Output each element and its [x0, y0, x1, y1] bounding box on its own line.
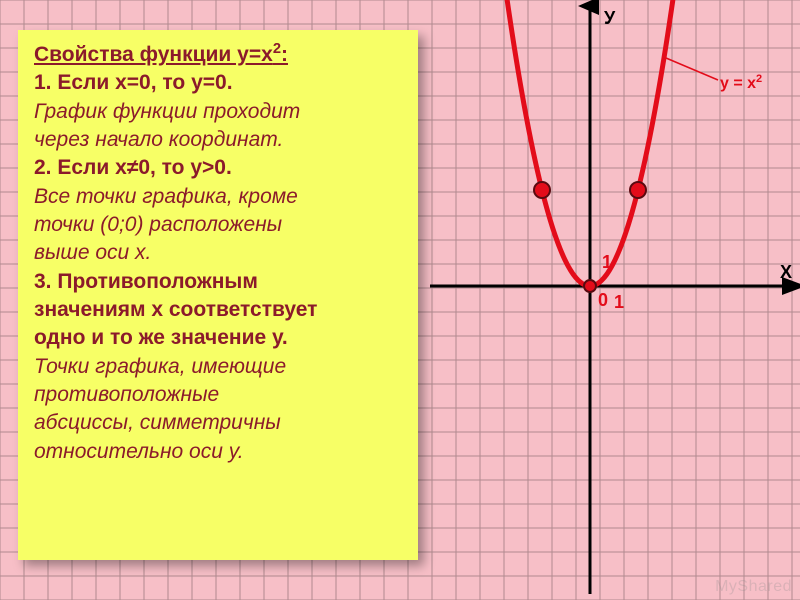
equation-label: у = х2	[720, 73, 762, 92]
textbox-lines: 1. Если х=0, то у=0.График функции прохо…	[34, 69, 402, 466]
textbox-line: выше оси х.	[34, 239, 402, 267]
textbox-line: одно и то же значение у.	[34, 324, 402, 352]
svg-text:0: 0	[598, 290, 608, 310]
watermark: MyShared	[715, 578, 792, 596]
textbox-line: относительно оси у.	[34, 438, 402, 466]
marker-dot	[534, 182, 550, 198]
textbox-line: противоположные	[34, 381, 402, 409]
marker-dot	[630, 182, 646, 198]
textbox-title: Свойства функции у=х2:	[34, 43, 288, 66]
svg-text:1: 1	[614, 292, 624, 312]
textbox-line: абсциссы, симметричны	[34, 409, 402, 437]
textbox-line: через начало координат.	[34, 126, 402, 154]
marker-dot	[584, 280, 596, 292]
svg-text:1: 1	[602, 252, 612, 272]
textbox-line: Точки графика, имеющие	[34, 353, 402, 381]
textbox-line: График функции проходит	[34, 98, 402, 126]
textbox-line: значениям х соответствует	[34, 296, 402, 324]
textbox-line: 1. Если х=0, то у=0.	[34, 69, 402, 97]
svg-text:Х: Х	[780, 262, 792, 282]
textbox-line: точки (0;0) расположены	[34, 211, 402, 239]
svg-text:У: У	[604, 8, 616, 28]
textbox-line: 2. Если х≠0, то у>0.	[34, 154, 402, 182]
textbox-line: 3. Противоположным	[34, 268, 402, 296]
textbox-line: Все точки графика, кроме	[34, 183, 402, 211]
properties-textbox: Свойства функции у=х2: 1. Если х=0, то у…	[18, 30, 418, 560]
